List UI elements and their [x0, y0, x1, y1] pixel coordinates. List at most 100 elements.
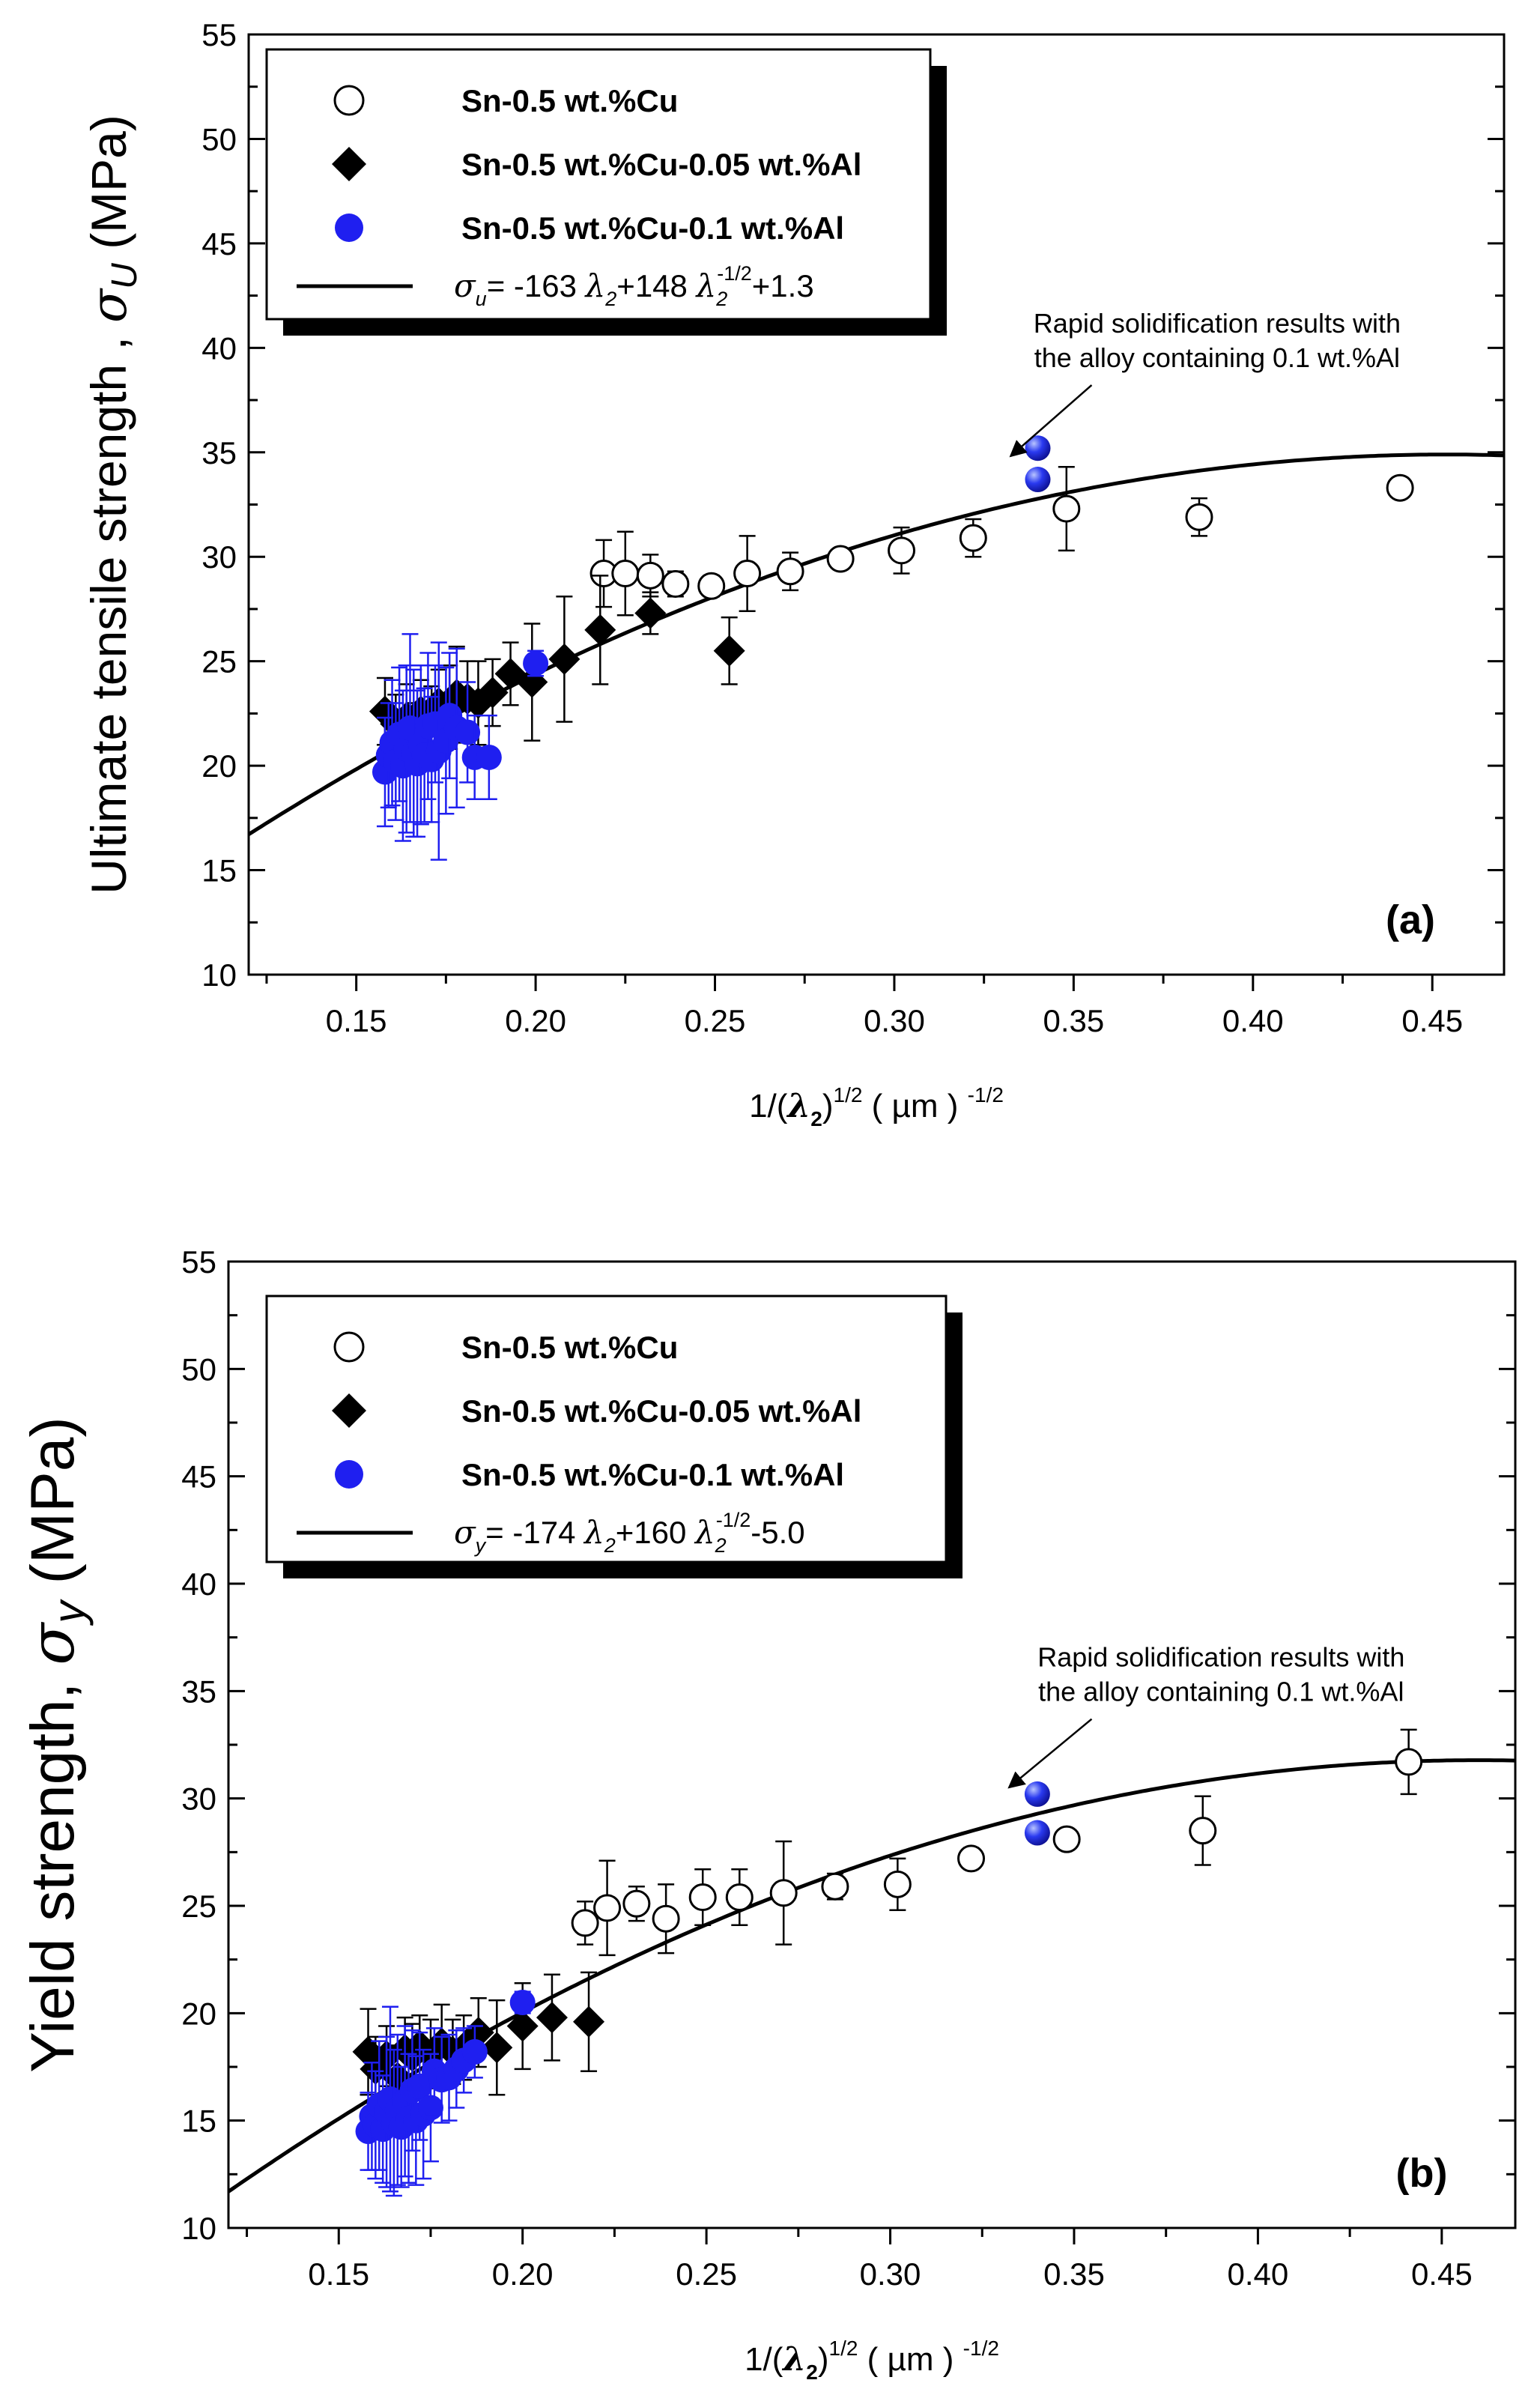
x-tick-label: 0.45	[1411, 2256, 1473, 2292]
x-tick-label: 0.35	[1043, 1003, 1104, 1038]
data-point-cu-al01	[509, 1990, 536, 2015]
y-tick-label: 25	[181, 1889, 216, 1924]
series-2	[355, 1781, 1050, 2197]
fit-term-b: +148	[616, 268, 696, 303]
data-point-cu-al005	[481, 2032, 513, 2064]
annotation-line-1: Rapid solidification results with	[1034, 308, 1401, 339]
data-point-cu	[1052, 1825, 1081, 1853]
legend-label: Sn-0.5 wt.%Cu	[461, 1330, 678, 1365]
legend-marker-blue-circle	[335, 214, 363, 242]
data-point-cu-al01	[461, 2038, 488, 2065]
legend-marker-diamond	[332, 147, 366, 181]
x-label-units-sup: -1/2	[963, 2337, 999, 2360]
data-point-cu-al005	[573, 2005, 605, 2038]
fit-lambda-b-sup: -1/2	[717, 262, 752, 285]
fit-lambda-b-sup: -1/2	[716, 1509, 751, 1531]
x-tick-label: 0.30	[864, 1003, 925, 1038]
data-point-cu	[957, 1844, 986, 1873]
fit-sigma-sub: u	[476, 288, 487, 310]
x-tick-label: 0.25	[685, 1003, 746, 1038]
y-tick-label: 30	[201, 539, 237, 575]
annotation-arrow	[1009, 384, 1093, 458]
data-point-cu	[593, 1894, 622, 1922]
legend-box	[265, 48, 932, 321]
y-axis-label: Ultimate tensile strength , σU (MPa)	[80, 115, 145, 894]
fit-term-a: = -174	[485, 1515, 584, 1550]
x-label-sub: 2	[810, 1107, 822, 1130]
annotation-line-2: the alloy containing 0.1 wt.%Al	[1038, 1677, 1404, 1707]
legend: Sn-0.5 wt.%Cu Sn-0.5 wt.%Cu-0.05 wt.%Al Sn…	[265, 1295, 962, 1578]
data-point-cu	[697, 572, 726, 600]
x-label-units-sup: -1/2	[968, 1083, 1004, 1106]
x-tick-label: 0.25	[676, 2256, 737, 2292]
data-point-cu	[821, 1872, 849, 1901]
fit-lambda-a: λ	[583, 1514, 604, 1551]
y-tick-label: 55	[181, 1244, 216, 1280]
annotation-arrow	[1007, 1718, 1093, 1789]
data-point-cu	[611, 560, 640, 588]
data-point-cu	[1052, 494, 1081, 523]
legend-label: Sn-0.5 wt.%Cu-0.05 wt.%Al	[461, 147, 861, 182]
legend-fit-equation: σu= -163 λ2+148 λ2-1/2+1.3	[454, 262, 814, 310]
data-point-cu-al005	[634, 597, 667, 629]
y-tick-label: 40	[181, 1566, 216, 1602]
fit-term-c: -5.0	[751, 1515, 804, 1550]
y-tick-label: 10	[201, 957, 237, 993]
panel-label: (a)	[1386, 897, 1435, 942]
x-label-prefix: 1/(	[749, 1088, 788, 1124]
panel-label: (b)	[1396, 2151, 1448, 2196]
data-point-cu-al005	[584, 614, 616, 646]
legend-box	[265, 1295, 948, 1563]
data-point-cu	[959, 524, 987, 552]
y-tick-label: 50	[201, 121, 237, 157]
data-point-cu-al01	[523, 650, 549, 676]
x-label-lambda: λ	[781, 2340, 806, 2379]
y-label-units: (MPa)	[19, 1417, 87, 1601]
data-point-cu-al005	[713, 635, 745, 667]
fit-sigma: σ	[454, 267, 476, 304]
x-label-prefix: 1/(	[745, 2341, 783, 2378]
data-point-cu	[776, 557, 804, 586]
x-label-units: ( µm )	[858, 2341, 962, 2378]
x-tick-label: 0.30	[860, 2256, 921, 2292]
data-point-cu-al01	[455, 719, 481, 745]
y-tick-label: 20	[201, 748, 237, 784]
x-tick-label: 0.45	[1401, 1003, 1463, 1038]
legend-label: Sn-0.5 wt.%Cu	[461, 83, 678, 118]
legend-fit-equation: σy= -174 λ2+160 λ2-1/2-5.0	[454, 1509, 805, 1557]
fit-lambda-a-sub: 2	[604, 288, 616, 310]
y-label-sub: U	[105, 263, 145, 289]
legend-marker-open-circle	[333, 85, 365, 116]
x-axis-label: 1/(λ2)1/2 ( µm ) -1/2	[749, 1083, 1004, 1130]
y-tick-label: 30	[181, 1781, 216, 1817]
fit-lambda-b: λ	[695, 267, 717, 304]
data-point-cu	[826, 545, 855, 573]
y-label-text: Ultimate tensile strength ,	[81, 323, 136, 894]
legend-label: Sn-0.5 wt.%Cu-0.05 wt.%Al	[461, 1393, 861, 1429]
annotation-text: Rapid solidification results with the all…	[1034, 308, 1401, 373]
fit-lambda-b-sub: 2	[715, 288, 727, 310]
data-point-cu	[622, 1889, 651, 1918]
fit-curve	[247, 452, 1505, 836]
y-tick-label: 45	[181, 1459, 216, 1495]
data-point-cu	[636, 561, 664, 590]
legend-marker-diamond	[332, 1393, 366, 1428]
legend: Sn-0.5 wt.%Cu Sn-0.5 wt.%Cu-0.05 wt.%Al Sn…	[265, 48, 947, 336]
x-tick-label: 0.40	[1222, 1003, 1284, 1038]
fit-sigma-sub: y	[474, 1534, 487, 1557]
x-label-sup: 1/2	[829, 2337, 858, 2360]
x-label-lambda: λ	[786, 1087, 810, 1125]
data-point-cu-al01	[476, 744, 502, 770]
data-point-cu	[1395, 1748, 1423, 1776]
y-tick-label: 15	[181, 2104, 216, 2139]
x-tick-label: 0.35	[1043, 2256, 1105, 2292]
y-tick-label: 25	[201, 644, 237, 679]
chart-panel-b: 10 15 20 25 30 35 40 45 50 55 0.15 0.20 0.25 0.30 0.35…	[17, 1244, 1517, 2384]
x-tick-label: 0.15	[308, 2256, 369, 2292]
x-label-close: )	[818, 2341, 829, 2378]
x-tick-label: 0.40	[1228, 2256, 1289, 2292]
data-point-rapid	[1024, 1820, 1050, 1846]
data-point-cu-al005	[476, 676, 509, 709]
data-point-cu	[725, 1883, 754, 1912]
